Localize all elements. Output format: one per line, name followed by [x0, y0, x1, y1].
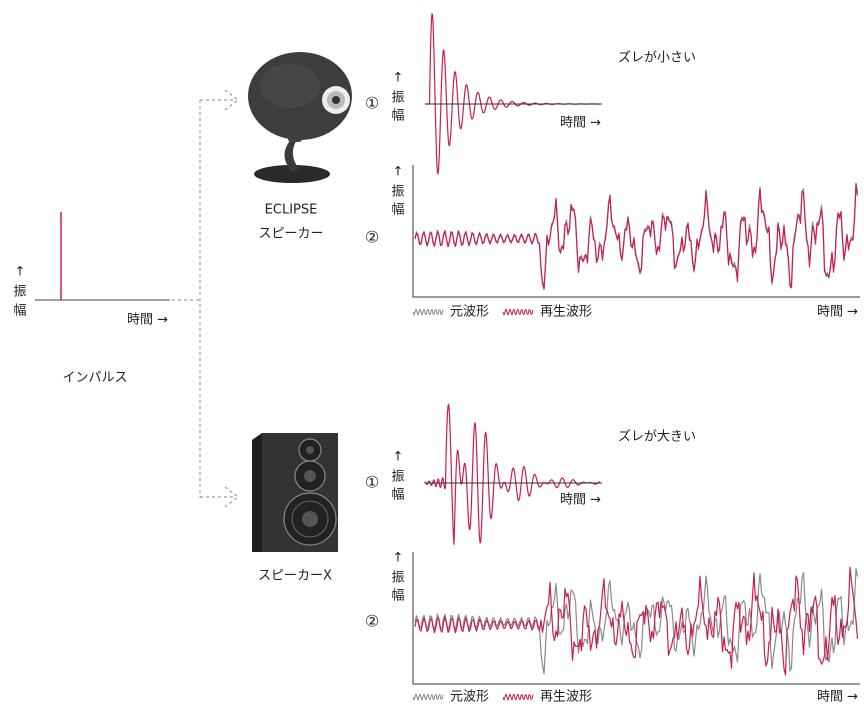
y-axis-label: 幅 [391, 203, 404, 218]
plot-marker: ② [365, 612, 379, 631]
eclipse-speaker-icon [248, 52, 352, 183]
reproduced-waveform [414, 182, 859, 289]
y-axis-label: 振 [13, 285, 26, 300]
axes [412, 552, 860, 685]
legend-icon [502, 308, 534, 316]
y-axis-label: ↑ [393, 71, 404, 86]
y-axis-label: ↑ [393, 450, 404, 465]
plot-marker: ① [365, 473, 379, 492]
legend-label: 再生波形 [540, 690, 592, 705]
legend-label: 元波形 [450, 305, 489, 320]
legend-icon [412, 308, 444, 316]
y-axis-label: 振 [391, 571, 404, 586]
caption: ズレが小さい [618, 50, 696, 66]
speaker-name: ECLIPSE [265, 203, 318, 218]
y-axis-label: ↑ [15, 265, 26, 280]
x-axis-label: 時間 → [560, 493, 601, 508]
speaker-name: スピーカー [258, 227, 323, 242]
x-axis-label: 時間 → [127, 313, 168, 328]
impulse-response [424, 13, 601, 175]
legend-icon [502, 693, 534, 701]
y-axis-label: ↑ [393, 551, 404, 566]
x-axis-label: 時間 → [817, 690, 858, 705]
plot-marker: ② [365, 228, 379, 247]
original-waveform [414, 567, 859, 675]
y-axis-label: 幅 [391, 109, 404, 124]
impulse-response [424, 403, 601, 545]
caption: ズレが大きい [618, 429, 696, 445]
speaker-name: スピーカーX [258, 569, 332, 584]
y-axis-label: 振 [391, 470, 404, 485]
y-axis-label: 振 [391, 185, 404, 200]
reproduced-waveform [414, 566, 859, 676]
y-axis-label: 幅 [13, 304, 26, 319]
connectors [172, 89, 239, 508]
legend-label: 元波形 [450, 690, 489, 705]
impulse-label: インパルス [62, 371, 127, 386]
y-axis-label: 幅 [391, 589, 404, 604]
legend-label: 再生波形 [540, 305, 592, 320]
axes [412, 165, 860, 298]
legend-icon [412, 693, 444, 701]
y-axis-label: 振 [391, 91, 404, 106]
y-axis-label: ↑ [393, 165, 404, 180]
x-axis-label: 時間 → [817, 305, 858, 320]
y-axis-label: 幅 [391, 488, 404, 503]
speaker-x-icon [252, 433, 338, 552]
x-axis-label: 時間 → [560, 116, 601, 131]
plot-marker: ① [365, 94, 379, 113]
